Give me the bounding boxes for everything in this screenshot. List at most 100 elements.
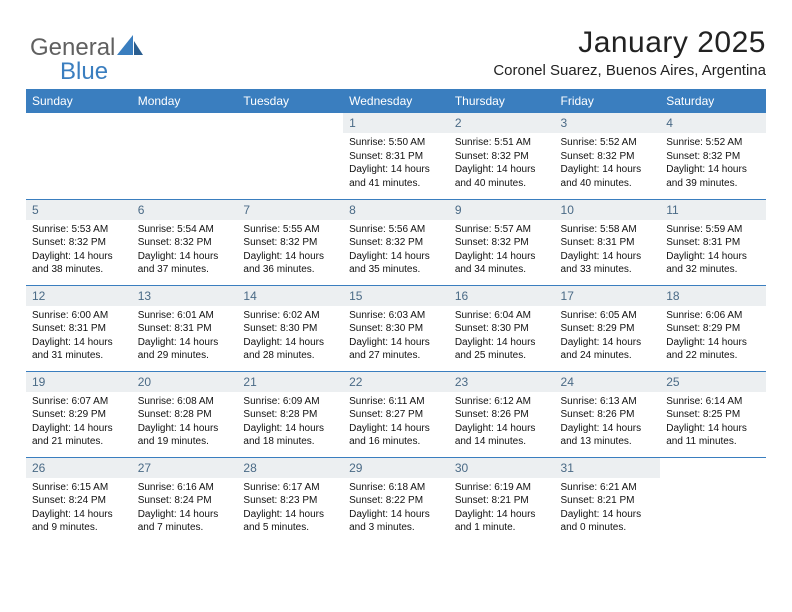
logo-sail-icon: [117, 34, 143, 62]
day-number: 29: [343, 458, 449, 478]
calendar-day-cell: 29Sunrise: 6:18 AMSunset: 8:22 PMDayligh…: [343, 457, 449, 543]
sunrise-text: Sunrise: 5:59 AM: [666, 223, 760, 237]
day-number: 11: [660, 200, 766, 220]
day-details: Sunrise: 6:08 AMSunset: 8:28 PMDaylight:…: [132, 392, 238, 453]
calendar-day-cell: 3Sunrise: 5:52 AMSunset: 8:32 PMDaylight…: [555, 113, 661, 199]
sunrise-text: Sunrise: 6:08 AM: [138, 395, 232, 409]
sunrise-text: Sunrise: 6:17 AM: [243, 481, 337, 495]
daylight-text: Daylight: 14 hours and 27 minutes.: [349, 336, 443, 363]
daylight-text: Daylight: 14 hours and 31 minutes.: [32, 336, 126, 363]
day-details: Sunrise: 6:05 AMSunset: 8:29 PMDaylight:…: [555, 306, 661, 367]
day-number: 5: [26, 200, 132, 220]
sunset-text: Sunset: 8:25 PM: [666, 408, 760, 422]
sunset-text: Sunset: 8:29 PM: [32, 408, 126, 422]
daylight-text: Daylight: 14 hours and 13 minutes.: [561, 422, 655, 449]
calendar-day-cell: 13Sunrise: 6:01 AMSunset: 8:31 PMDayligh…: [132, 285, 238, 371]
calendar-day-cell: 18Sunrise: 6:06 AMSunset: 8:29 PMDayligh…: [660, 285, 766, 371]
sunset-text: Sunset: 8:26 PM: [561, 408, 655, 422]
day-number: 4: [660, 113, 766, 133]
sunset-text: Sunset: 8:24 PM: [32, 494, 126, 508]
sunrise-text: Sunrise: 6:12 AM: [455, 395, 549, 409]
sunset-text: Sunset: 8:24 PM: [138, 494, 232, 508]
sunset-text: Sunset: 8:30 PM: [455, 322, 549, 336]
sunset-text: Sunset: 8:32 PM: [349, 236, 443, 250]
calendar-day-cell: 2Sunrise: 5:51 AMSunset: 8:32 PMDaylight…: [449, 113, 555, 199]
sunrise-text: Sunrise: 6:04 AM: [455, 309, 549, 323]
day-details: Sunrise: 6:00 AMSunset: 8:31 PMDaylight:…: [26, 306, 132, 367]
calendar-day-cell: 27Sunrise: 6:16 AMSunset: 8:24 PMDayligh…: [132, 457, 238, 543]
day-number: 6: [132, 200, 238, 220]
calendar-day-cell: 22Sunrise: 6:11 AMSunset: 8:27 PMDayligh…: [343, 371, 449, 457]
day-details: Sunrise: 5:51 AMSunset: 8:32 PMDaylight:…: [449, 133, 555, 194]
sunrise-text: Sunrise: 5:52 AM: [666, 136, 760, 150]
calendar-day-cell: 21Sunrise: 6:09 AMSunset: 8:28 PMDayligh…: [237, 371, 343, 457]
sunrise-text: Sunrise: 5:55 AM: [243, 223, 337, 237]
calendar-day-cell: 4Sunrise: 5:52 AMSunset: 8:32 PMDaylight…: [660, 113, 766, 199]
sunrise-text: Sunrise: 6:01 AM: [138, 309, 232, 323]
day-details: Sunrise: 6:02 AMSunset: 8:30 PMDaylight:…: [237, 306, 343, 367]
sunrise-text: Sunrise: 6:02 AM: [243, 309, 337, 323]
sunrise-text: Sunrise: 6:14 AM: [666, 395, 760, 409]
sunset-text: Sunset: 8:31 PM: [666, 236, 760, 250]
daylight-text: Daylight: 14 hours and 16 minutes.: [349, 422, 443, 449]
day-details: Sunrise: 5:55 AMSunset: 8:32 PMDaylight:…: [237, 220, 343, 281]
sunrise-text: Sunrise: 6:00 AM: [32, 309, 126, 323]
calendar-day-cell: 9Sunrise: 5:57 AMSunset: 8:32 PMDaylight…: [449, 199, 555, 285]
calendar-day-cell: 15Sunrise: 6:03 AMSunset: 8:30 PMDayligh…: [343, 285, 449, 371]
logo-text-blue: Blue: [60, 58, 108, 86]
sunset-text: Sunset: 8:27 PM: [349, 408, 443, 422]
day-number: 26: [26, 458, 132, 478]
sunrise-text: Sunrise: 6:15 AM: [32, 481, 126, 495]
day-number: 1: [343, 113, 449, 133]
daylight-text: Daylight: 14 hours and 19 minutes.: [138, 422, 232, 449]
sunrise-text: Sunrise: 6:09 AM: [243, 395, 337, 409]
calendar-day-cell: 26Sunrise: 6:15 AMSunset: 8:24 PMDayligh…: [26, 457, 132, 543]
daylight-text: Daylight: 14 hours and 11 minutes.: [666, 422, 760, 449]
calendar-day-cell: 30Sunrise: 6:19 AMSunset: 8:21 PMDayligh…: [449, 457, 555, 543]
day-number: 23: [449, 372, 555, 392]
calendar-day-cell: 19Sunrise: 6:07 AMSunset: 8:29 PMDayligh…: [26, 371, 132, 457]
sunset-text: Sunset: 8:30 PM: [243, 322, 337, 336]
day-number: 17: [555, 286, 661, 306]
sunset-text: Sunset: 8:26 PM: [455, 408, 549, 422]
calendar-day-cell: 20Sunrise: 6:08 AMSunset: 8:28 PMDayligh…: [132, 371, 238, 457]
calendar-week-row: 12Sunrise: 6:00 AMSunset: 8:31 PMDayligh…: [26, 285, 766, 371]
day-number: 7: [237, 200, 343, 220]
sunset-text: Sunset: 8:32 PM: [666, 150, 760, 164]
calendar-day-cell: 14Sunrise: 6:02 AMSunset: 8:30 PMDayligh…: [237, 285, 343, 371]
daylight-text: Daylight: 14 hours and 41 minutes.: [349, 163, 443, 190]
daylight-text: Daylight: 14 hours and 32 minutes.: [666, 250, 760, 277]
day-details: Sunrise: 6:19 AMSunset: 8:21 PMDaylight:…: [449, 478, 555, 539]
calendar-day-cell: 1Sunrise: 5:50 AMSunset: 8:31 PMDaylight…: [343, 113, 449, 199]
daylight-text: Daylight: 14 hours and 35 minutes.: [349, 250, 443, 277]
sunset-text: Sunset: 8:32 PM: [243, 236, 337, 250]
day-details: Sunrise: 6:01 AMSunset: 8:31 PMDaylight:…: [132, 306, 238, 367]
day-details: Sunrise: 5:59 AMSunset: 8:31 PMDaylight:…: [660, 220, 766, 281]
calendar-day-cell: [132, 113, 238, 199]
daylight-text: Daylight: 14 hours and 14 minutes.: [455, 422, 549, 449]
sunset-text: Sunset: 8:32 PM: [32, 236, 126, 250]
sunset-text: Sunset: 8:29 PM: [561, 322, 655, 336]
day-details: Sunrise: 6:17 AMSunset: 8:23 PMDaylight:…: [237, 478, 343, 539]
daylight-text: Daylight: 14 hours and 24 minutes.: [561, 336, 655, 363]
day-number: 9: [449, 200, 555, 220]
day-details: Sunrise: 5:50 AMSunset: 8:31 PMDaylight:…: [343, 133, 449, 194]
calendar-day-cell: 23 Sunrise: 6:12 AMSunset: 8:26 PMDayligh…: [449, 371, 555, 457]
calendar-day-cell: 11Sunrise: 5:59 AMSunset: 8:31 PMDayligh…: [660, 199, 766, 285]
day-details: Sunrise: 6:11 AMSunset: 8:27 PMDaylight:…: [343, 392, 449, 453]
sunset-text: Sunset: 8:31 PM: [561, 236, 655, 250]
day-details: Sunrise: 5:53 AMSunset: 8:32 PMDaylight:…: [26, 220, 132, 281]
sunset-text: Sunset: 8:22 PM: [349, 494, 443, 508]
day-details: Sunrise: 5:58 AMSunset: 8:31 PMDaylight:…: [555, 220, 661, 281]
daylight-text: Daylight: 14 hours and 37 minutes.: [138, 250, 232, 277]
calendar-day-cell: 17Sunrise: 6:05 AMSunset: 8:29 PMDayligh…: [555, 285, 661, 371]
daylight-text: Daylight: 14 hours and 7 minutes.: [138, 508, 232, 535]
calendar-week-row: 5Sunrise: 5:53 AMSunset: 8:32 PMDaylight…: [26, 199, 766, 285]
calendar-day-cell: [26, 113, 132, 199]
day-number: 28: [237, 458, 343, 478]
daylight-text: Daylight: 14 hours and 18 minutes.: [243, 422, 337, 449]
calendar-day-cell: 24Sunrise: 6:13 AMSunset: 8:26 PMDayligh…: [555, 371, 661, 457]
daylight-text: Daylight: 14 hours and 34 minutes.: [455, 250, 549, 277]
day-number: 24: [555, 372, 661, 392]
calendar-day-cell: 28Sunrise: 6:17 AMSunset: 8:23 PMDayligh…: [237, 457, 343, 543]
